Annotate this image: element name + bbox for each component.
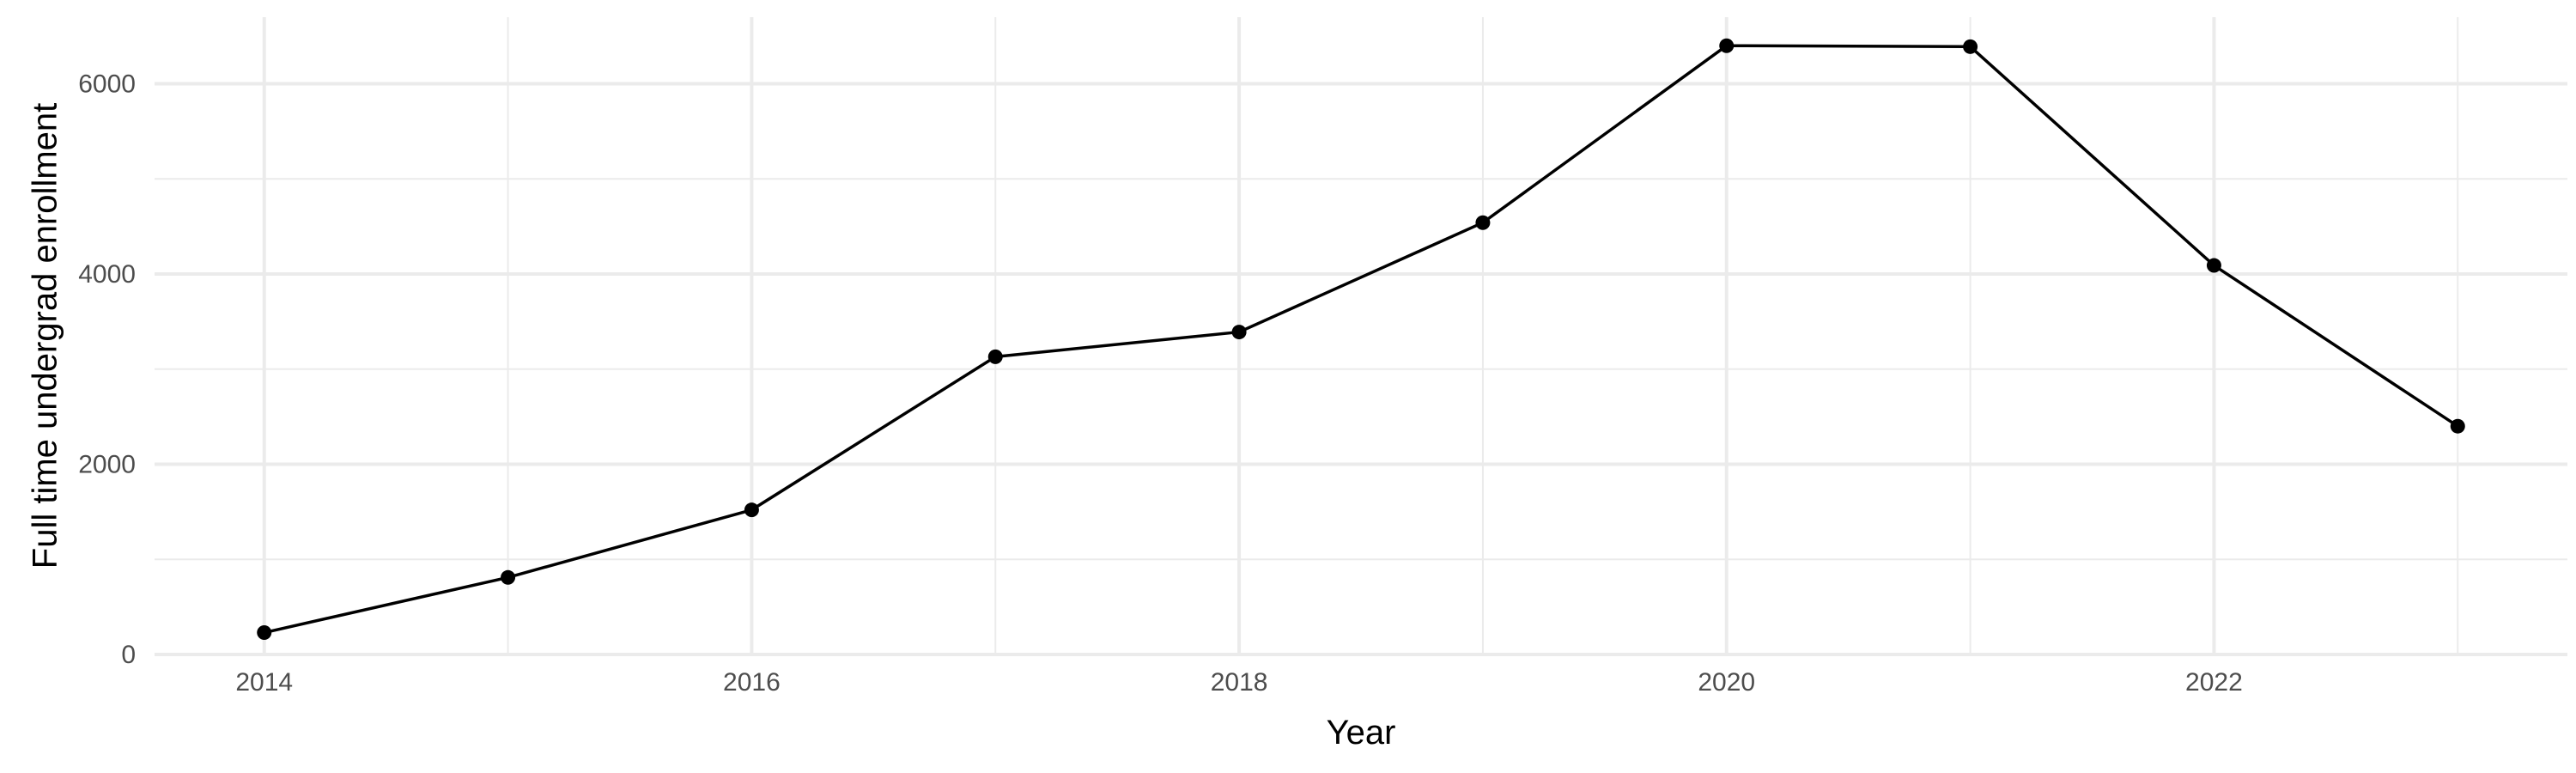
y-tick-label-6000: 6000: [78, 70, 136, 99]
data-point-2015: [501, 569, 516, 585]
y-tick-label-4000: 4000: [78, 260, 136, 289]
x-axis-tick-labels: 2014 2016 2018 2020 2022: [235, 668, 2242, 697]
minor-gridlines: [155, 17, 2567, 654]
data-point-2019: [1475, 215, 1491, 230]
y-tick-label-2000: 2000: [78, 451, 136, 479]
data-point-2022: [2206, 258, 2221, 273]
series-line: [264, 44, 2459, 635]
y-axis-title: Full time undergrad enrollment: [27, 103, 64, 569]
data-point-2021: [1963, 39, 1978, 54]
y-tick-label-0: 0: [121, 641, 136, 669]
data-point-2023: [2450, 418, 2465, 434]
series-layer: [257, 38, 2465, 641]
x-tick-label-2016: 2016: [723, 668, 781, 697]
data-point-2014: [257, 625, 272, 641]
major-gridlines: [155, 17, 2567, 656]
data-point-2018: [1231, 325, 1247, 340]
x-tick-label-2022: 2022: [2185, 668, 2243, 697]
x-tick-label-2020: 2020: [1698, 668, 1755, 697]
x-tick-label-2014: 2014: [235, 668, 293, 697]
data-point-2016: [744, 502, 759, 518]
y-axis-tick-labels: 0 2000 4000 6000: [78, 70, 136, 669]
data-point-2017: [987, 349, 1003, 364]
x-axis-title: Year: [1327, 714, 1396, 752]
data-point-2020: [1719, 38, 1735, 53]
x-tick-label-2018: 2018: [1211, 668, 1268, 697]
